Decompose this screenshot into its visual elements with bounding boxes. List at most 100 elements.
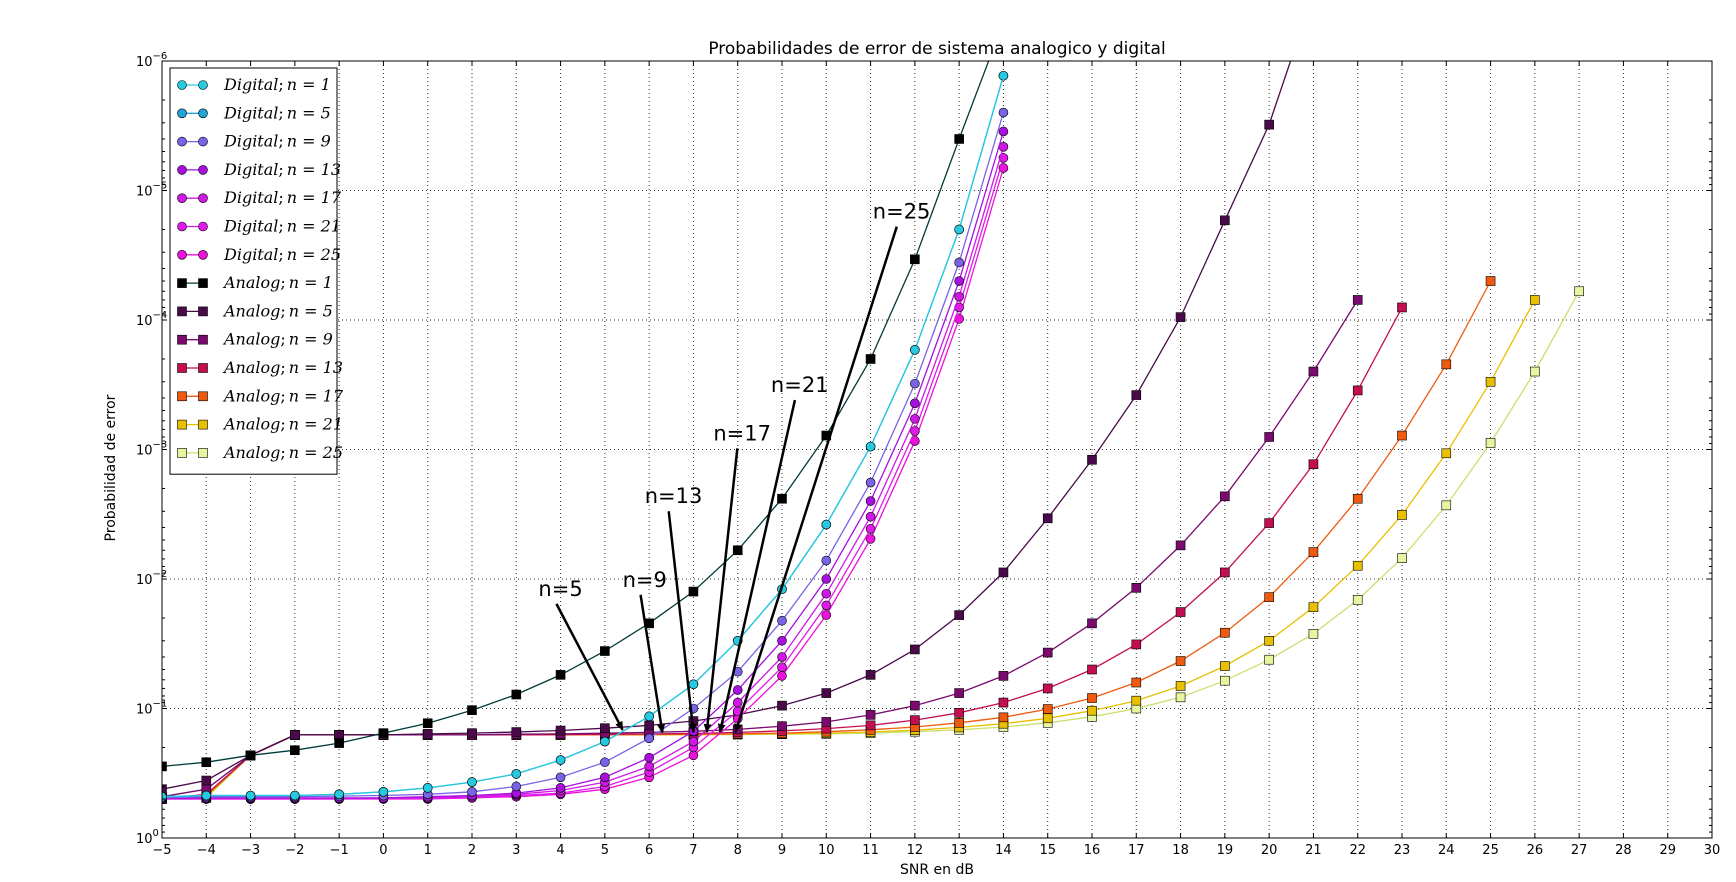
data-point: [1087, 454, 1097, 465]
data-point: [777, 671, 787, 681]
x-tick-label: −2: [285, 843, 304, 858]
x-axis-ticks: −5 −4 −3 −2 −1 0 1 2 3 4 5 6 7 8 9 10 11 12 13 14 15 16 17 18 19…: [152, 61, 1720, 858]
legend-marker: [177, 250, 187, 260]
x-tick-label: 18: [1172, 843, 1189, 858]
data-point: [1264, 635, 1274, 646]
data-point: [1175, 312, 1186, 322]
data-point: [1042, 704, 1053, 714]
data-point: [1441, 359, 1452, 370]
legend-entry: Digital; n = 13: [177, 160, 341, 179]
legend-marker: [177, 306, 187, 317]
data-point: [998, 697, 1009, 708]
data-point: [1530, 295, 1540, 305]
data-point: [1397, 430, 1407, 441]
legend-marker: [198, 221, 208, 232]
data-point: [732, 697, 743, 708]
y-tick-label: 10−2: [136, 569, 167, 588]
data-point: [422, 783, 433, 793]
legend-entry: Analog; n = 1: [177, 273, 333, 292]
legend-entry: Digital; n = 21: [177, 217, 341, 236]
x-tick-label: 22: [1349, 843, 1366, 858]
legend-marker: [177, 80, 187, 90]
x-tick-label: 2: [468, 843, 476, 858]
legend-label: Analog; n = 1: [222, 273, 333, 292]
x-tick-label: 11: [862, 843, 879, 858]
data-point: [1131, 583, 1142, 593]
data-point: [865, 534, 876, 544]
data-point: [162, 761, 167, 772]
x-tick-label: 14: [995, 843, 1012, 858]
data-point: [865, 354, 876, 364]
x-tick-label: 28: [1615, 843, 1632, 858]
data-point: [1397, 553, 1407, 563]
annotation-n-9: n=9: [623, 568, 667, 734]
data-point: [998, 70, 1009, 81]
data-point: [1087, 618, 1097, 629]
data-point: [378, 728, 389, 738]
data-point: [1042, 513, 1053, 524]
legend-marker: [177, 448, 187, 458]
x-tick-label: 7: [689, 843, 697, 858]
data-point: [511, 689, 522, 700]
data-point: [1087, 693, 1097, 703]
annotation-n-5: n=5: [538, 577, 624, 731]
x-tick-label: 29: [1659, 843, 1676, 858]
data-point: [600, 723, 610, 734]
data-point: [334, 738, 344, 748]
y-tick-label: 10−5: [136, 181, 167, 200]
data-point: [777, 662, 787, 673]
data-point: [1042, 647, 1053, 658]
data-point: [1485, 376, 1496, 387]
legend-marker: [198, 419, 208, 430]
data-point: [688, 586, 699, 597]
annotation-label: n=17: [713, 421, 771, 445]
data-point: [821, 588, 832, 599]
data-point: [821, 717, 832, 727]
data-point: [821, 519, 832, 530]
data-point: [1397, 302, 1407, 313]
annotation-n-21: n=21: [717, 373, 829, 734]
x-tick-label: 12: [907, 843, 924, 858]
data-point: [1087, 664, 1097, 675]
data-point: [1308, 547, 1319, 557]
y-tick-label: 10−3: [136, 440, 167, 459]
x-tick-label: −1: [330, 843, 349, 858]
legend-label: Analog; n = 21: [222, 415, 343, 434]
legend-marker: [177, 334, 187, 345]
data-point: [201, 775, 212, 786]
data-point: [910, 398, 920, 409]
x-tick-label: 26: [1527, 843, 1544, 858]
data-point: [1308, 366, 1319, 377]
legend-marker: [177, 391, 187, 402]
legend-marker: [198, 80, 208, 90]
data-point: [865, 511, 876, 522]
data-point: [954, 257, 964, 268]
annotation-n-17: n=17: [703, 421, 771, 734]
data-point: [1131, 695, 1142, 706]
data-point: [467, 705, 477, 715]
data-point: [954, 718, 964, 728]
data-point: [555, 670, 566, 680]
series-line: [162, 61, 990, 768]
legend-marker: [198, 363, 208, 373]
data-point: [644, 733, 654, 744]
data-point: [910, 715, 920, 725]
data-point: [201, 757, 212, 768]
x-tick-label: 5: [601, 843, 609, 858]
annotation-arrow: [717, 399, 797, 734]
legend-marker: [198, 250, 208, 260]
data-point: [511, 781, 522, 792]
data-point: [1175, 607, 1186, 617]
legend: Digital; n = 1 Digital; n = 5 Digital; n = 9 D…: [169, 67, 344, 475]
annotation-label: n=25: [873, 200, 931, 224]
legend-marker: [198, 136, 208, 147]
x-tick-label: 16: [1084, 843, 1101, 858]
series-analog-9: [162, 295, 1363, 802]
legend-marker: [198, 193, 208, 203]
data-point: [1175, 681, 1186, 691]
data-point: [467, 787, 477, 797]
annotation-label: n=13: [645, 484, 703, 508]
data-point: [290, 745, 300, 756]
annotation-n-25: n=25: [734, 200, 931, 734]
data-point: [334, 789, 344, 800]
